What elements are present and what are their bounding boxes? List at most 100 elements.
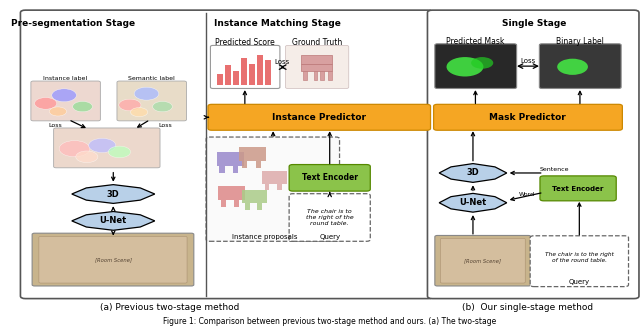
Text: Single Stage: Single Stage [502, 19, 566, 28]
Text: Loss: Loss [158, 123, 172, 128]
Text: Mask Predictor: Mask Predictor [490, 113, 566, 122]
Polygon shape [72, 185, 155, 203]
Bar [314, 71, 317, 80]
Text: Sentence: Sentence [540, 167, 569, 172]
Bar [262, 171, 287, 178]
FancyBboxPatch shape [117, 81, 186, 121]
Text: Loss: Loss [48, 123, 61, 128]
FancyBboxPatch shape [211, 45, 280, 89]
Circle shape [152, 101, 172, 112]
Text: U-Net: U-Net [460, 198, 486, 207]
Text: Word: Word [519, 193, 535, 197]
Bar [243, 197, 267, 203]
Circle shape [35, 97, 57, 109]
Circle shape [131, 108, 148, 117]
Polygon shape [439, 194, 507, 212]
Circle shape [134, 87, 159, 100]
Text: (b)  Our single-stage method: (b) Our single-stage method [462, 303, 593, 312]
Bar [239, 155, 266, 161]
FancyBboxPatch shape [54, 128, 160, 168]
Bar [243, 190, 267, 197]
Text: Query: Query [569, 279, 590, 285]
Bar [221, 200, 226, 207]
Circle shape [89, 138, 116, 153]
Bar [218, 186, 245, 194]
Bar [248, 64, 255, 85]
FancyBboxPatch shape [435, 236, 531, 286]
Circle shape [447, 57, 483, 76]
FancyBboxPatch shape [289, 165, 371, 191]
Text: The chair is to
the right of the
round table.: The chair is to the right of the round t… [306, 209, 353, 226]
Bar [241, 58, 247, 85]
Bar [328, 71, 332, 80]
FancyBboxPatch shape [289, 194, 371, 241]
Text: U-Net: U-Net [100, 216, 127, 225]
Text: Instance Predictor: Instance Predictor [272, 113, 366, 122]
Text: Figure 1: Comparison between previous two-stage method and ours. (a) The two-sta: Figure 1: Comparison between previous tw… [163, 317, 497, 326]
Bar [233, 166, 238, 173]
Bar [303, 71, 307, 80]
Text: Pre-segmentation Stage: Pre-segmentation Stage [12, 19, 136, 28]
Text: Predicted Mask: Predicted Mask [446, 37, 504, 46]
Bar [218, 194, 245, 200]
Bar [257, 55, 263, 85]
Circle shape [59, 141, 90, 157]
Text: (a) Previous two-stage method: (a) Previous two-stage method [100, 303, 239, 312]
FancyBboxPatch shape [540, 176, 616, 201]
Bar [255, 161, 261, 168]
Bar [301, 64, 332, 71]
Text: Instance Matching Stage: Instance Matching Stage [214, 19, 341, 28]
Circle shape [52, 89, 76, 102]
Bar [245, 203, 250, 210]
FancyBboxPatch shape [32, 233, 194, 286]
Bar [320, 71, 324, 80]
Circle shape [73, 101, 92, 112]
FancyBboxPatch shape [206, 137, 340, 241]
Text: Loss: Loss [520, 58, 535, 64]
Bar [301, 55, 332, 64]
Bar [216, 160, 244, 166]
Bar [239, 147, 266, 155]
FancyBboxPatch shape [39, 236, 187, 283]
Text: Instance proposals: Instance proposals [232, 234, 298, 240]
Circle shape [471, 57, 493, 69]
Circle shape [108, 146, 131, 158]
Text: Text Encoder: Text Encoder [552, 186, 604, 192]
FancyBboxPatch shape [285, 45, 349, 89]
Bar [257, 203, 262, 210]
Polygon shape [72, 212, 155, 230]
FancyBboxPatch shape [435, 44, 516, 89]
FancyBboxPatch shape [540, 44, 621, 89]
FancyBboxPatch shape [434, 104, 622, 130]
Text: Predicted Score: Predicted Score [215, 38, 275, 47]
Polygon shape [439, 164, 507, 182]
Circle shape [49, 107, 67, 116]
Text: Semantic label: Semantic label [128, 76, 175, 81]
Text: Instance label: Instance label [44, 76, 88, 81]
Bar [220, 166, 225, 173]
Bar [225, 65, 231, 85]
Text: Text Encoder: Text Encoder [301, 173, 358, 182]
Text: Ground Truth: Ground Truth [292, 38, 342, 47]
Circle shape [557, 59, 588, 75]
Bar [232, 71, 239, 85]
Bar [262, 178, 287, 184]
FancyBboxPatch shape [208, 104, 431, 130]
Bar [242, 161, 248, 168]
Text: [Room Scene]: [Room Scene] [464, 258, 501, 263]
Text: Loss: Loss [275, 59, 290, 65]
Text: 3D: 3D [107, 190, 120, 198]
Circle shape [119, 99, 141, 111]
Bar [277, 184, 282, 190]
FancyBboxPatch shape [20, 10, 433, 298]
Text: Query: Query [319, 234, 340, 240]
Bar [264, 184, 269, 190]
Text: Binary Label: Binary Label [556, 37, 604, 46]
FancyBboxPatch shape [530, 236, 628, 287]
Bar [216, 74, 223, 85]
Circle shape [76, 151, 98, 163]
FancyBboxPatch shape [440, 238, 525, 283]
Text: The chair is to the right
of the round table.: The chair is to the right of the round t… [545, 252, 614, 262]
Bar [234, 200, 239, 207]
Bar [216, 152, 244, 160]
